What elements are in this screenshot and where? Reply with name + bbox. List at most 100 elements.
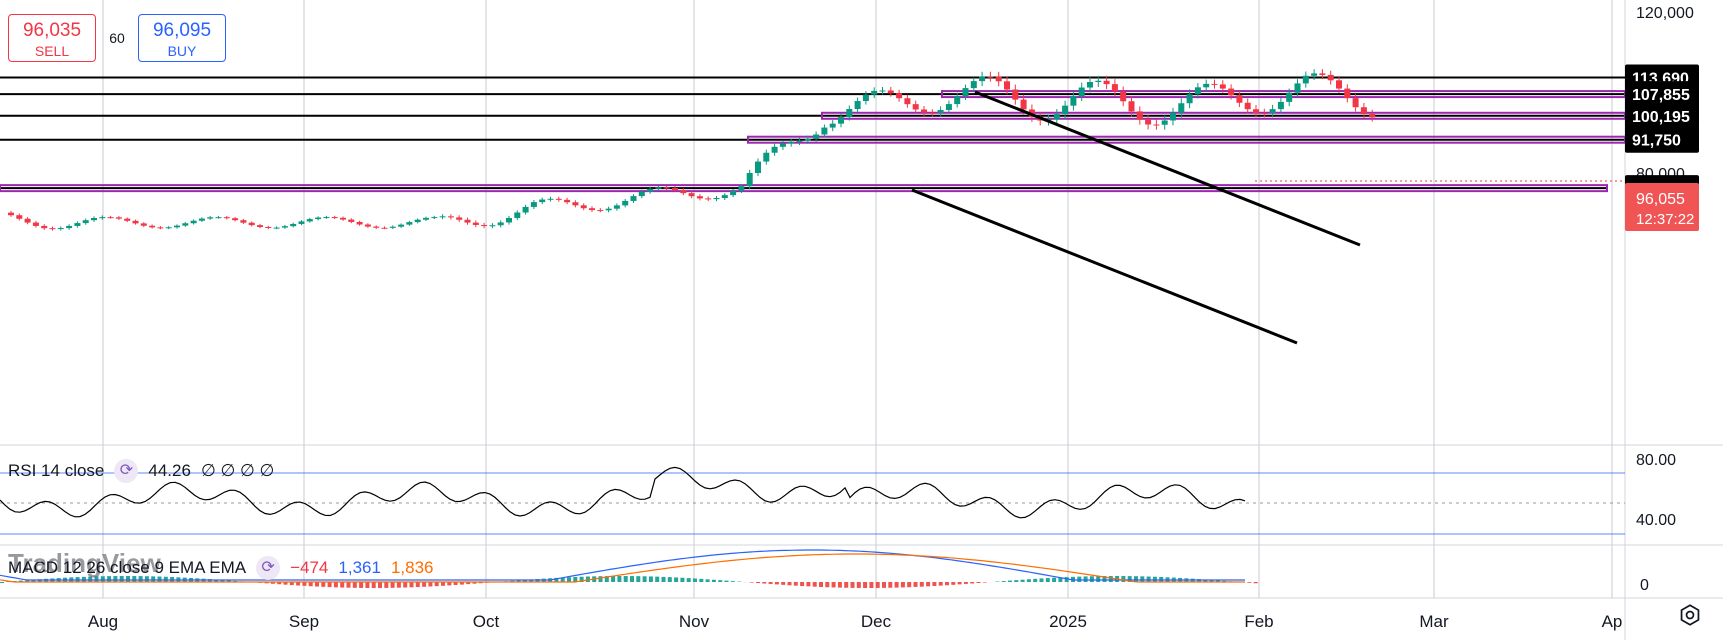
macd-histogram-bar [31, 579, 36, 582]
candle-body [232, 218, 239, 221]
sell-button[interactable]: 96,035 SELL [8, 14, 96, 62]
macd-histogram-bar [963, 582, 968, 584]
candle-body [315, 217, 322, 220]
macd-histogram-bar [1026, 579, 1031, 582]
candle-body [904, 98, 911, 105]
candle-body [862, 94, 869, 102]
rsi-axis-label: 40.00 [1636, 512, 1676, 529]
macd-histogram-bar [730, 581, 735, 582]
candle-body [763, 152, 770, 162]
refresh-icon[interactable]: ⟳ [114, 459, 139, 483]
tradingview-watermark: TradingView [8, 548, 161, 578]
macd-histogram-bar [957, 582, 962, 585]
candle-body [721, 195, 728, 199]
macd-histogram-bar [932, 582, 937, 586]
macd-histogram-bar [611, 576, 616, 582]
level-price-label-bg [1625, 102, 1699, 129]
candle-body [879, 90, 886, 92]
candle-body [1020, 99, 1027, 110]
candle-body [16, 215, 23, 219]
macd-histogram-bar [749, 582, 754, 583]
macd-histogram-bar [1033, 578, 1038, 582]
macd-histogram-bar [226, 580, 231, 582]
candle-body [281, 226, 288, 228]
sell-price: 96,035 [22, 20, 82, 41]
macd-histogram-bar [812, 582, 817, 587]
last-price-countdown: 12:37:22 [1636, 211, 1694, 228]
candle-body [489, 225, 496, 227]
candle-body [1228, 88, 1235, 96]
time-axis-label: Mar [1419, 612, 1449, 631]
candle-body [647, 188, 654, 192]
macd-histogram-bar [686, 578, 691, 582]
candle-body [1302, 75, 1309, 84]
candle-body [514, 212, 521, 218]
macd-histogram-bar [781, 582, 786, 585]
candle-body [854, 101, 861, 110]
macd-histogram-bar [850, 582, 855, 588]
candle-body [331, 217, 338, 219]
candle-body [1219, 84, 1226, 89]
candle-body [1095, 80, 1102, 83]
candle-body [713, 198, 720, 200]
time-axis-label: Oct [473, 612, 500, 631]
macd-histogram-bar [107, 576, 112, 582]
macd-histogram-bar [371, 582, 376, 588]
settings-icon[interactable] [1677, 602, 1703, 628]
macd-histogram-bar [1083, 576, 1088, 582]
candle-body [215, 217, 222, 219]
candle-body [1161, 120, 1168, 125]
candle-body [447, 216, 454, 218]
rsi-legend[interactable]: RSI 14 close ⟳ 44.26 ∅ ∅ ∅ ∅ [8, 459, 274, 483]
candle-body [1103, 80, 1110, 85]
macd-histogram-bar [18, 580, 23, 582]
candle-body [887, 90, 894, 94]
macd-histogram-bar [907, 582, 912, 588]
candle-body [979, 76, 986, 82]
candle-body [506, 217, 512, 223]
macd-histogram-bar [617, 576, 622, 582]
candle-body [381, 227, 388, 229]
candle-body [389, 226, 396, 228]
macd-histogram-bar [667, 577, 672, 582]
macd-histogram-bar [800, 582, 805, 587]
macd-histogram-bar [119, 576, 124, 582]
candle-body [132, 220, 139, 224]
macd-histogram-bar [321, 582, 326, 587]
candle-body [572, 202, 579, 206]
macd-histogram-bar [1058, 577, 1063, 582]
macd-histogram-bar [113, 576, 118, 582]
candle-body [472, 222, 479, 225]
candle-body [24, 218, 31, 223]
candle-body [140, 223, 147, 226]
candle-body [564, 199, 571, 203]
macd-histogram-bar [1121, 576, 1126, 582]
macd-histogram-bar [403, 582, 408, 588]
candle-body [730, 190, 737, 196]
candle-body [838, 117, 844, 124]
macd-histogram-bar [661, 576, 666, 582]
candle-body [580, 205, 587, 209]
macd-histogram-bar [390, 582, 395, 588]
candle-body [589, 208, 595, 211]
macd-histogram-bar [1052, 577, 1057, 582]
level-price-label: 91,750 [1632, 133, 1681, 150]
buy-button[interactable]: 96,095 BUY [138, 14, 226, 62]
candle-body [871, 90, 878, 95]
refresh-icon[interactable]: ⟳ [256, 556, 281, 580]
time-axis-label: Aug [88, 612, 118, 631]
macd-histogram-bar [126, 576, 130, 582]
macd-histogram-bar [976, 582, 981, 583]
candle-body [1253, 109, 1259, 113]
candle-body [198, 218, 205, 221]
macd-histogram-bar [289, 582, 294, 586]
macd-legend[interactable]: MACD 12 26 close 9 EMA EMA ⟳ −474 1,361 … [8, 556, 433, 580]
candle-body [1244, 102, 1251, 110]
macd-histogram-bar [333, 582, 338, 588]
macd-histogram-bar [819, 582, 823, 587]
macd-histogram-bar [151, 576, 156, 582]
last-price-badge [1625, 183, 1699, 231]
macd-histogram-bar [636, 576, 641, 582]
candle-body [165, 227, 172, 229]
